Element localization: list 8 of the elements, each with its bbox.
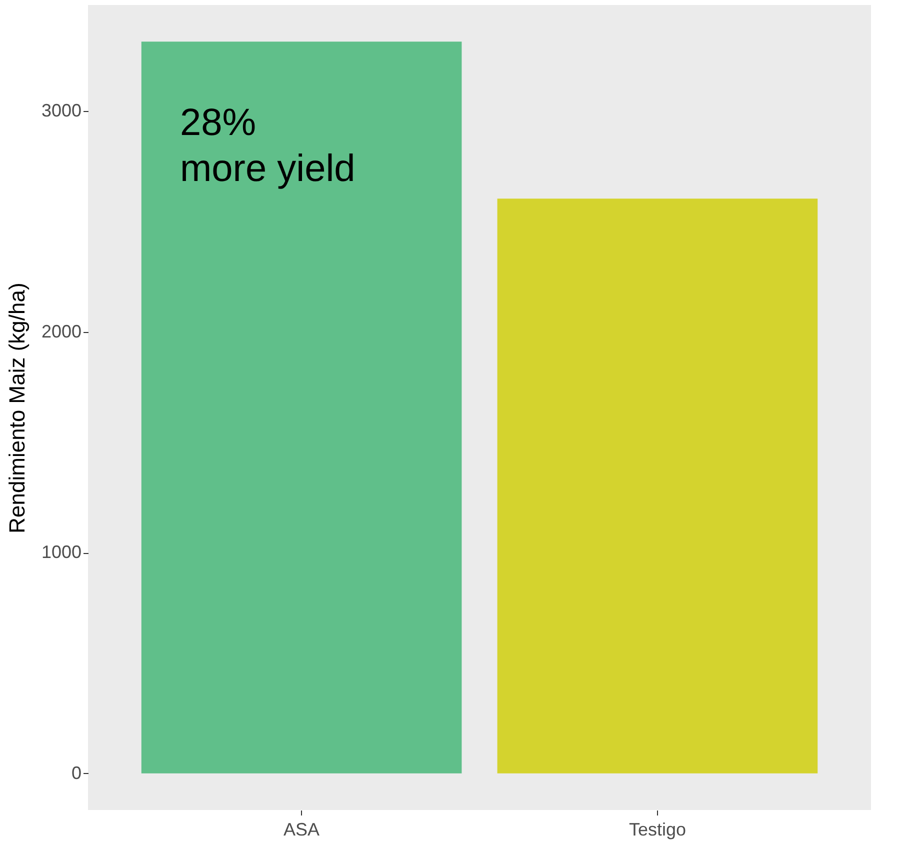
- x-tick-label: ASA: [284, 820, 320, 840]
- y-axis-title: Rendimiento Maiz (kg/ha): [4, 282, 30, 534]
- y-tick-label: 3000: [41, 100, 82, 121]
- y-tick-label: 2000: [41, 321, 82, 342]
- x-tick-label: Testigo: [628, 820, 686, 840]
- y-tick-label: 0: [71, 762, 82, 783]
- annotation: 28% more yield: [180, 102, 356, 190]
- y-tick-label: 1000: [41, 542, 82, 562]
